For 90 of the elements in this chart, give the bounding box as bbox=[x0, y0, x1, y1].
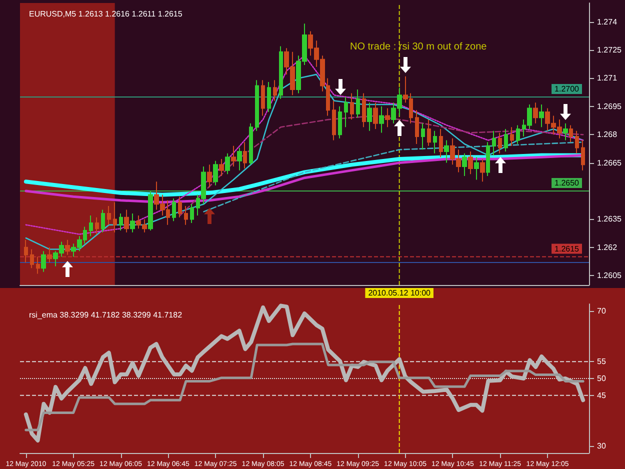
candlestick bbox=[148, 190, 153, 231]
candlestick bbox=[255, 80, 259, 132]
y-tick-label: 1.271 bbox=[597, 74, 618, 83]
candlestick bbox=[539, 104, 544, 128]
candlestick bbox=[65, 239, 70, 256]
candlestick bbox=[119, 213, 123, 231]
candlestick bbox=[504, 128, 508, 152]
candlestick bbox=[344, 96, 348, 128]
candlestick bbox=[474, 156, 479, 180]
candlestick bbox=[563, 122, 568, 141]
candlestick bbox=[516, 124, 520, 144]
candlestick bbox=[231, 145, 236, 168]
y-tick-label: 1.2605 bbox=[597, 271, 622, 280]
candlestick bbox=[207, 164, 212, 188]
candlestick bbox=[101, 209, 105, 233]
candlestick bbox=[332, 100, 336, 141]
candlestick bbox=[510, 126, 514, 146]
ref-line-label: 1.2650 bbox=[554, 178, 580, 188]
y-tick-label: 1.2695 bbox=[597, 102, 622, 111]
candlestick bbox=[362, 92, 366, 128]
line-series bbox=[24, 304, 586, 442]
candlestick bbox=[533, 102, 538, 124]
y-tick-label: 1.2665 bbox=[597, 158, 622, 168]
candlestick bbox=[486, 142, 490, 176]
ref-line-label: 2010.05.12 10:00 bbox=[368, 288, 432, 298]
candlestick bbox=[41, 250, 46, 272]
candlestick bbox=[24, 239, 28, 263]
text: EURUSD,M5 1.2613 1.2616 1.2611 1.2615 bbox=[29, 10, 183, 18]
candlestick bbox=[468, 151, 473, 175]
y-tick-label: 1.2725 bbox=[597, 46, 622, 54]
candlestick bbox=[439, 128, 443, 158]
candlestick bbox=[225, 152, 230, 175]
y-tick-label: 1.274 bbox=[597, 17, 618, 26]
candlestick bbox=[178, 196, 182, 218]
candlestick bbox=[124, 209, 129, 233]
candlestick bbox=[415, 110, 419, 144]
y-tick-label: 1.268 bbox=[597, 130, 618, 140]
candlestick bbox=[130, 213, 135, 233]
annotation: NO trade : rsi 30 m out of zone bbox=[350, 42, 488, 52]
candlestick bbox=[279, 46, 283, 100]
candlestick bbox=[95, 216, 99, 235]
candlestick bbox=[367, 102, 372, 132]
candlestick bbox=[421, 122, 425, 150]
y-tick-label: 50 bbox=[597, 374, 606, 383]
candlestick bbox=[462, 152, 467, 176]
line-series bbox=[25, 74, 584, 250]
candlestick bbox=[575, 130, 579, 154]
ref-line-label: 1.2615 bbox=[554, 244, 580, 254]
candlestick bbox=[89, 214, 93, 237]
candlestick bbox=[237, 147, 242, 171]
candlestick bbox=[219, 158, 224, 176]
candlestick bbox=[213, 160, 218, 186]
candlestick bbox=[379, 106, 384, 134]
candlestick bbox=[261, 80, 265, 116]
candlestick bbox=[385, 108, 390, 128]
candlestick bbox=[184, 206, 188, 226]
candlestick bbox=[581, 140, 585, 171]
candlestick bbox=[267, 81, 271, 113]
candlestick bbox=[373, 102, 378, 130]
candlestick bbox=[107, 206, 111, 226]
candlestick bbox=[243, 142, 247, 169]
y-tick-label: 30 bbox=[597, 442, 606, 451]
candlestick bbox=[249, 122, 253, 166]
candlestick bbox=[172, 198, 176, 222]
candlestick bbox=[444, 140, 449, 164]
y-tick-label: 45 bbox=[597, 390, 606, 400]
ref-line-label: 1.2700 bbox=[554, 84, 580, 94]
candlestick bbox=[480, 158, 485, 182]
y-tick-label: 55 bbox=[597, 357, 606, 366]
candlestick bbox=[47, 246, 52, 263]
candlestick bbox=[338, 106, 342, 139]
line-series bbox=[25, 54, 584, 235]
candlestick bbox=[36, 256, 40, 274]
line-series bbox=[179, 115, 584, 216]
candlestick bbox=[350, 92, 354, 120]
candlestick bbox=[498, 132, 502, 154]
candlestick bbox=[492, 130, 496, 156]
candlestick bbox=[30, 248, 34, 269]
y-tick-label: 1.2635 bbox=[597, 214, 622, 224]
candlestick bbox=[427, 119, 431, 146]
line-series bbox=[24, 342, 584, 432]
text: rsi_ema 38.3299 41.7182 38.3299 41.7182 bbox=[29, 310, 183, 320]
y-tick-label: 1.262 bbox=[597, 242, 618, 252]
candlestick bbox=[433, 130, 437, 154]
candlestick bbox=[190, 204, 194, 224]
y-tick-label: 70 bbox=[597, 306, 606, 316]
candlestick bbox=[569, 124, 573, 143]
candlestick bbox=[273, 80, 277, 102]
candlestick bbox=[356, 88, 360, 118]
candlestick bbox=[113, 202, 117, 233]
